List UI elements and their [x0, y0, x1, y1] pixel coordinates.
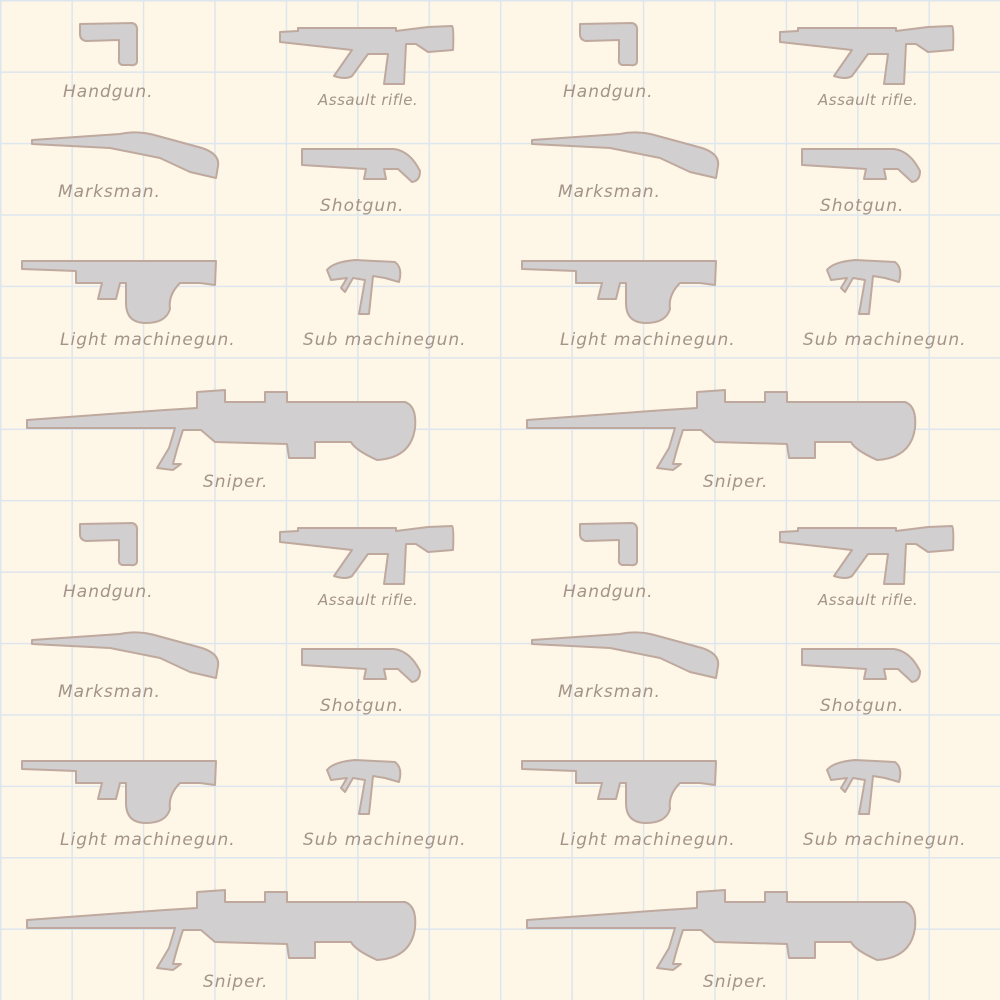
pattern-tile: Handgun. Assault rifle. Marksman. Shotgu…: [500, 0, 1000, 500]
light-machinegun-icon: [521, 760, 717, 824]
assault-rifle-icon: [779, 25, 955, 85]
shotgun-icon: [301, 648, 421, 683]
shotgun-label: Shotgun.: [820, 196, 905, 216]
sniper-label: Sniper.: [703, 972, 769, 992]
marksman-icon: [31, 131, 220, 179]
assault-rifle-label: Assault rifle.: [318, 591, 419, 609]
submachinegun-icon: [826, 259, 902, 315]
shotgun-label: Shotgun.: [820, 696, 905, 716]
marksman-icon: [531, 131, 720, 179]
light-machinegun-label: Light machinegun.: [60, 330, 236, 350]
marksman-label: Marksman.: [558, 682, 661, 702]
shotgun-icon: [801, 648, 921, 683]
sniper-icon: [26, 889, 417, 971]
handgun-label: Handgun.: [563, 582, 654, 602]
marksman-icon: [531, 631, 720, 679]
submachinegun-icon: [826, 759, 902, 815]
handgun-icon: [79, 522, 139, 567]
shotgun-icon: [801, 148, 921, 183]
light-machinegun-icon: [21, 760, 217, 824]
assault-rifle-icon: [779, 525, 955, 585]
handgun-label: Handgun.: [63, 582, 154, 602]
handgun-label: Handgun.: [63, 82, 154, 102]
submachinegun-icon: [326, 759, 402, 815]
sniper-icon: [26, 389, 417, 471]
pattern-tile: Handgun. Assault rifle. Marksman. Shotgu…: [0, 500, 500, 1000]
light-machinegun-label: Light machinegun.: [560, 330, 736, 350]
sniper-icon: [526, 389, 917, 471]
handgun-label: Handgun.: [563, 82, 654, 102]
assault-rifle-label: Assault rifle.: [318, 91, 419, 109]
marksman-label: Marksman.: [558, 182, 661, 202]
marksman-icon: [31, 631, 220, 679]
pattern-tile: Handgun. Assault rifle. Marksman. Shotgu…: [0, 0, 500, 500]
pattern-tile: Handgun. Assault rifle. Marksman. Shotgu…: [500, 500, 1000, 1000]
sniper-label: Sniper.: [203, 472, 269, 492]
shotgun-label: Shotgun.: [320, 696, 405, 716]
submachinegun-label: Sub machinegun.: [303, 830, 467, 850]
assault-rifle-label: Assault rifle.: [818, 91, 919, 109]
assault-rifle-icon: [279, 525, 455, 585]
shotgun-icon: [301, 148, 421, 183]
marksman-label: Marksman.: [58, 682, 161, 702]
submachinegun-icon: [326, 259, 402, 315]
light-machinegun-label: Light machinegun.: [60, 830, 236, 850]
sniper-label: Sniper.: [703, 472, 769, 492]
handgun-icon: [79, 22, 139, 67]
light-machinegun-icon: [521, 260, 717, 324]
light-machinegun-label: Light machinegun.: [560, 830, 736, 850]
handgun-icon: [579, 522, 639, 567]
assault-rifle-label: Assault rifle.: [818, 591, 919, 609]
shotgun-label: Shotgun.: [320, 196, 405, 216]
submachinegun-label: Sub machinegun.: [303, 330, 467, 350]
submachinegun-label: Sub machinegun.: [803, 330, 967, 350]
assault-rifle-icon: [279, 25, 455, 85]
light-machinegun-icon: [21, 260, 217, 324]
submachinegun-label: Sub machinegun.: [803, 830, 967, 850]
sniper-icon: [526, 889, 917, 971]
handgun-icon: [579, 22, 639, 67]
sniper-label: Sniper.: [203, 972, 269, 992]
marksman-label: Marksman.: [58, 182, 161, 202]
